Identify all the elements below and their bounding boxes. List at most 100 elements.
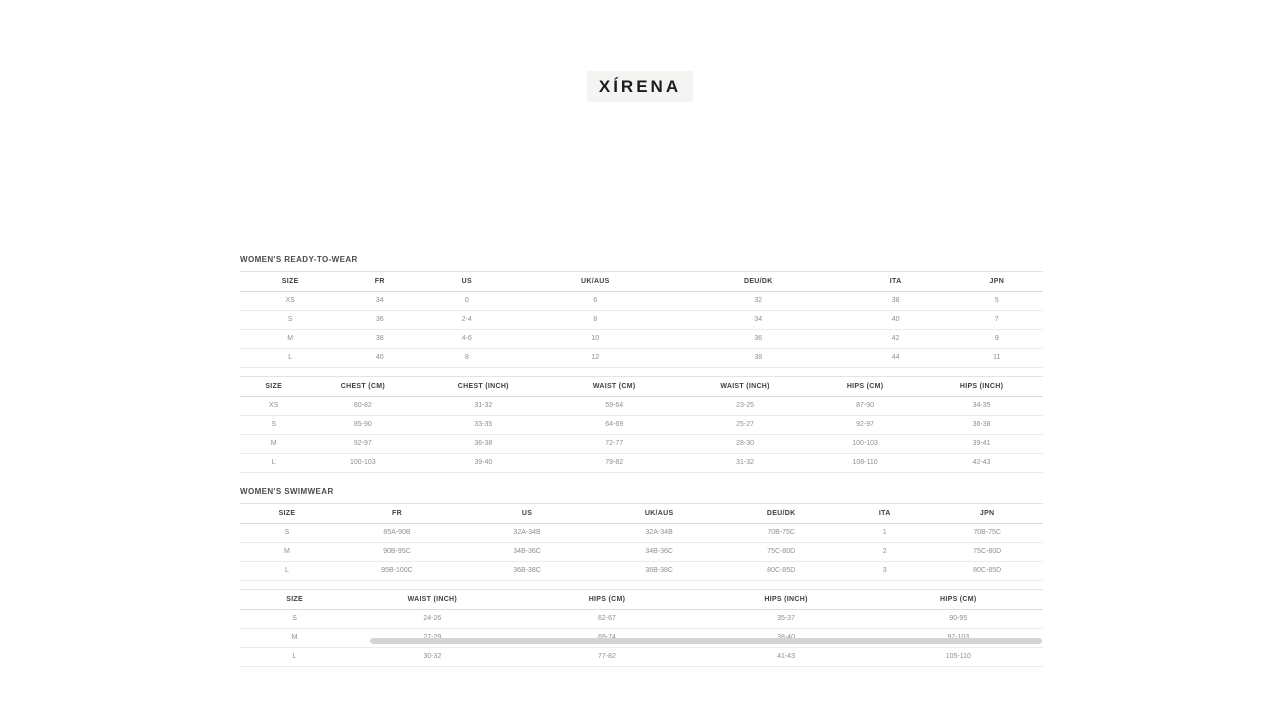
table-cell: 59-64 bbox=[548, 396, 681, 416]
size-cell: M bbox=[240, 628, 350, 648]
size-cell: S bbox=[240, 523, 334, 543]
table-cell: 9 bbox=[950, 329, 1043, 349]
table-cell: 39-40 bbox=[418, 453, 549, 473]
table-cell: 4-6 bbox=[419, 329, 515, 349]
table-cell: 87-90 bbox=[810, 396, 921, 416]
table-cell: 25-27 bbox=[680, 415, 811, 435]
table-cell: 8 bbox=[514, 310, 676, 330]
table-cell: 32A-34B bbox=[460, 523, 595, 543]
table-cell: 39-41 bbox=[920, 434, 1043, 454]
column-header: DEU/DK bbox=[724, 503, 839, 524]
table-row: S 24-26 62-67 35-37 90-95 bbox=[240, 609, 1043, 629]
table-cell: 5 bbox=[950, 291, 1043, 311]
table-cell: 36-38 bbox=[920, 415, 1043, 435]
table-cell: 92-97 bbox=[307, 434, 419, 454]
table-cell: 12 bbox=[514, 348, 676, 368]
column-header: WAIST (CM) bbox=[548, 376, 681, 397]
table-cell: 11 bbox=[950, 348, 1043, 368]
column-header: CHEST (CM) bbox=[307, 376, 419, 397]
table-cell: 2-4 bbox=[419, 310, 515, 330]
size-cell: M bbox=[240, 329, 341, 349]
table-cell: 95B-100C bbox=[333, 561, 460, 581]
size-guide-content: WOMEN'S READY-TO-WEAR SIZE FR US UK/AUS DEU/… bbox=[240, 255, 1043, 675]
table-row: XS 80-82 31-32 59-64 23-25 87-90 34-35 bbox=[240, 396, 1043, 416]
table-cell: 34-35 bbox=[920, 396, 1043, 416]
table-cell: 3 bbox=[838, 561, 932, 581]
table-cell: 85-90 bbox=[307, 415, 419, 435]
table-cell: 108-110 bbox=[810, 453, 921, 473]
table-header-row: SIZE WAIST (INCH) HIPS (CM) HIPS (INCH) HIPS… bbox=[240, 589, 1043, 610]
table-cell: 7 bbox=[950, 310, 1043, 330]
section-ready-to-wear: WOMEN'S READY-TO-WEAR SIZE FR US UK/AUS DEU/… bbox=[240, 255, 1043, 473]
table-cell: 34 bbox=[676, 310, 841, 330]
table-cell: 36B-38C bbox=[460, 561, 595, 581]
column-header: SIZE bbox=[240, 503, 334, 524]
table-cell: 6 bbox=[514, 291, 676, 311]
table-cell: 42 bbox=[840, 329, 951, 349]
table-cell: 23-25 bbox=[680, 396, 811, 416]
column-header: US bbox=[460, 503, 595, 524]
table-cell: 24-26 bbox=[349, 609, 516, 629]
size-cell: L bbox=[240, 561, 334, 581]
table-cell: 33-35 bbox=[418, 415, 549, 435]
table-cell: 35-37 bbox=[698, 609, 874, 629]
table-cell: 42-43 bbox=[920, 453, 1043, 473]
table-cell: 85A-90B bbox=[333, 523, 460, 543]
size-cell: XS bbox=[240, 396, 308, 416]
table-cell: 2 bbox=[838, 542, 932, 562]
table-cell: 41-43 bbox=[698, 647, 874, 667]
table-cell: 80C-85D bbox=[931, 561, 1043, 581]
table-row: L 30-32 77-82 41-43 105-110 bbox=[240, 647, 1043, 667]
table-cell: 77-82 bbox=[515, 647, 699, 667]
table-cell: 44 bbox=[840, 348, 951, 368]
table-cell: 31-32 bbox=[680, 453, 811, 473]
column-header: HIPS (INCH) bbox=[698, 589, 874, 610]
horizontal-scrollbar-thumb[interactable] bbox=[370, 638, 1042, 644]
table-cell: 8 bbox=[419, 348, 515, 368]
table-row: XS 34 0 6 32 38 5 bbox=[240, 291, 1043, 311]
column-header: HIPS (CM) bbox=[810, 376, 921, 397]
column-header: ITA bbox=[838, 503, 932, 524]
table-row: M 90B-95C 34B-36C 34B-36C 75C-80D 2 75C-80D bbox=[240, 542, 1043, 562]
table-cell: 36 bbox=[676, 329, 841, 349]
column-header: WAIST (INCH) bbox=[349, 589, 516, 610]
brand-logo[interactable]: XÍRENA bbox=[586, 71, 694, 102]
table-cell: 100-103 bbox=[810, 434, 921, 454]
column-header: JPN bbox=[950, 271, 1043, 292]
table-cell: 79-82 bbox=[548, 453, 681, 473]
table-cell: 38 bbox=[840, 291, 951, 311]
table-cell: 36-38 bbox=[418, 434, 549, 454]
table-header-row: SIZE FR US UK/AUS DEU/DK ITA JPN bbox=[240, 271, 1043, 292]
table-cell: 36B-38C bbox=[594, 561, 725, 581]
table-cell: 38 bbox=[340, 329, 420, 349]
table-row: S 85A-90B 32A-34B 32A-34B 70B-75C 1 70B-75C bbox=[240, 523, 1043, 543]
table-cell: 75C-80D bbox=[931, 542, 1043, 562]
table-cell: 0 bbox=[419, 291, 515, 311]
column-header: FR bbox=[333, 503, 460, 524]
table-cell: 10 bbox=[514, 329, 676, 349]
size-cell: S bbox=[240, 415, 308, 435]
table-cell: 28-30 bbox=[680, 434, 811, 454]
table-cell: 40 bbox=[840, 310, 951, 330]
table-cell: 32 bbox=[676, 291, 841, 311]
table-cell: 38 bbox=[676, 348, 841, 368]
column-header: SIZE bbox=[240, 271, 341, 292]
table-cell: 34 bbox=[340, 291, 420, 311]
table-row: S 36 2-4 8 34 40 7 bbox=[240, 310, 1043, 330]
table-header-row: SIZE CHEST (CM) CHEST (INCH) WAIST (CM) WAIS… bbox=[240, 376, 1043, 397]
table-row: L 40 8 12 38 44 11 bbox=[240, 348, 1043, 368]
table-cell: 40 bbox=[340, 348, 420, 368]
table-cell: 34B-36C bbox=[460, 542, 595, 562]
table-cell: 75C-80D bbox=[724, 542, 839, 562]
column-header: JPN bbox=[931, 503, 1043, 524]
table-cell: 32A-34B bbox=[594, 523, 725, 543]
table-cell: 90B-95C bbox=[333, 542, 460, 562]
size-cell: L bbox=[240, 453, 308, 473]
table-row: L 100-103 39-40 79-82 31-32 108-110 42-43 bbox=[240, 453, 1043, 473]
column-header: US bbox=[419, 271, 515, 292]
rtw-measurements-table: SIZE CHEST (CM) CHEST (INCH) WAIST (CM) WAIS… bbox=[240, 376, 1043, 473]
section-title-swimwear: WOMEN'S SWIMWEAR bbox=[240, 487, 334, 496]
table-cell: 30-32 bbox=[349, 647, 516, 667]
table-cell: 80C-85D bbox=[724, 561, 839, 581]
table-cell: 34B-36C bbox=[594, 542, 725, 562]
